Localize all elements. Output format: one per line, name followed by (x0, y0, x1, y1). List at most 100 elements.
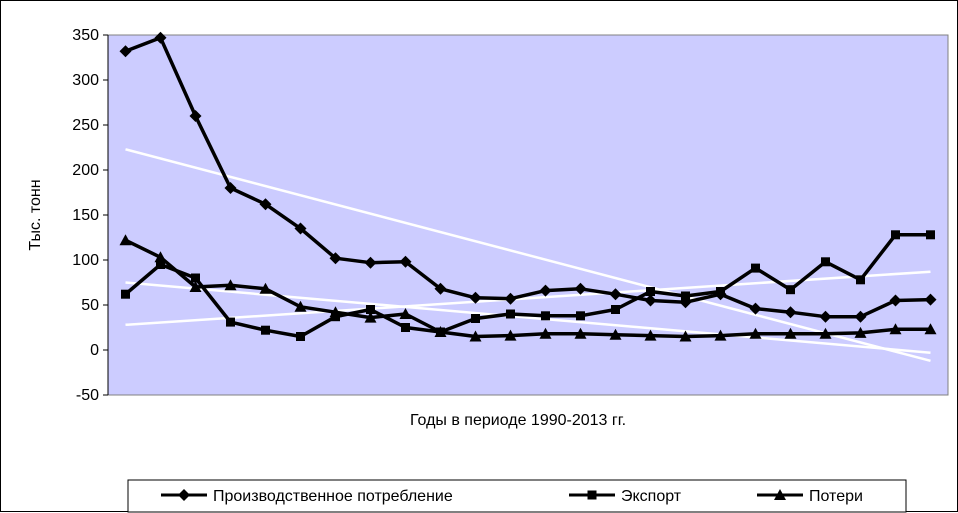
data-point (924, 323, 937, 335)
legend-marker (587, 490, 597, 500)
data-point (434, 326, 447, 337)
data-point (644, 294, 657, 307)
data-point (926, 230, 935, 240)
y-tick-label: 200 (72, 162, 99, 179)
data-point (889, 323, 902, 335)
data-point (401, 323, 410, 332)
data-point (854, 310, 867, 323)
data-point (434, 282, 447, 295)
data-point (611, 305, 620, 314)
data-point (749, 302, 762, 315)
data-point (469, 291, 482, 304)
data-point (924, 293, 937, 306)
data-point (541, 311, 550, 321)
y-tick-label: 250 (72, 117, 99, 134)
data-point (784, 306, 797, 319)
data-point (294, 222, 307, 235)
data-point (716, 287, 725, 296)
data-point (366, 305, 375, 314)
data-point (539, 327, 552, 339)
legend-label: Производственное потребление (213, 488, 453, 505)
legend-entry: Производственное потребление (161, 488, 453, 505)
data-point (891, 230, 900, 240)
series-line (124, 35, 931, 319)
data-point (259, 282, 272, 294)
data-point (399, 255, 412, 268)
data-point (854, 326, 867, 338)
legend-entry: Потери (757, 488, 863, 505)
legend-label: Потери (809, 488, 863, 505)
series-line (124, 233, 931, 339)
data-point (329, 306, 342, 318)
data-point (399, 308, 412, 319)
y-axis: 350 300 250 200 150 100 50 0 -50 (72, 27, 109, 404)
data-point (574, 282, 587, 295)
data-point (784, 327, 797, 339)
data-point (154, 251, 167, 263)
x-axis-title: Годы в периоде 1990-2013 гг. (410, 412, 626, 429)
trendline (125, 270, 931, 327)
data-point (261, 325, 270, 335)
data-point (471, 314, 480, 323)
data-point (681, 291, 690, 301)
data-point (121, 289, 130, 299)
series-lines (119, 31, 937, 342)
legend-marker (774, 489, 786, 500)
data-point (119, 234, 132, 246)
legend-marker (178, 489, 190, 501)
data-point (154, 31, 167, 44)
data-point (786, 285, 795, 295)
y-axis-title: Тыс. тонн (27, 179, 44, 250)
data-point (259, 198, 272, 211)
series-diamond (119, 31, 937, 323)
data-point (364, 311, 377, 323)
legend-label: Экспорт (621, 488, 682, 505)
data-point (329, 252, 342, 265)
data-point (856, 275, 865, 285)
data-point (506, 309, 515, 319)
data-point (574, 327, 587, 339)
data-point (156, 260, 165, 269)
data-point (504, 329, 517, 341)
data-point (191, 273, 200, 283)
series-line (124, 238, 931, 339)
data-point (364, 256, 377, 269)
data-point (469, 330, 482, 342)
plot-area (107, 34, 949, 396)
trendlines (125, 148, 931, 363)
series-square (121, 230, 935, 341)
data-point (819, 310, 832, 323)
data-point (224, 182, 237, 194)
data-point (119, 45, 132, 58)
legend-entry: Экспорт (569, 488, 682, 505)
data-point (819, 327, 832, 339)
trendline (125, 148, 931, 363)
series-triangle (119, 234, 937, 342)
y-tick-label: -50 (76, 387, 99, 404)
legend: Производственное потребление Экспорт Потер… (127, 479, 907, 513)
data-point (644, 329, 657, 341)
y-tick-label: 50 (81, 297, 99, 314)
data-point (189, 281, 202, 292)
data-point (504, 292, 517, 305)
y-tick-label: 350 (72, 27, 99, 44)
y-tick-label: 300 (72, 72, 99, 89)
trendline (125, 281, 931, 354)
data-point (609, 328, 622, 340)
y-tick-label: 100 (72, 252, 99, 269)
data-point (821, 257, 830, 267)
data-point (679, 330, 692, 342)
data-point (294, 300, 307, 312)
y-tick-label: 150 (72, 207, 99, 224)
data-point (714, 329, 727, 341)
data-point (539, 284, 552, 297)
data-point (226, 317, 235, 327)
data-point (646, 287, 655, 296)
data-point (889, 294, 902, 307)
data-point (749, 327, 762, 339)
data-point (224, 279, 237, 291)
data-point (751, 263, 760, 273)
y-tick-label: 0 (90, 342, 99, 359)
